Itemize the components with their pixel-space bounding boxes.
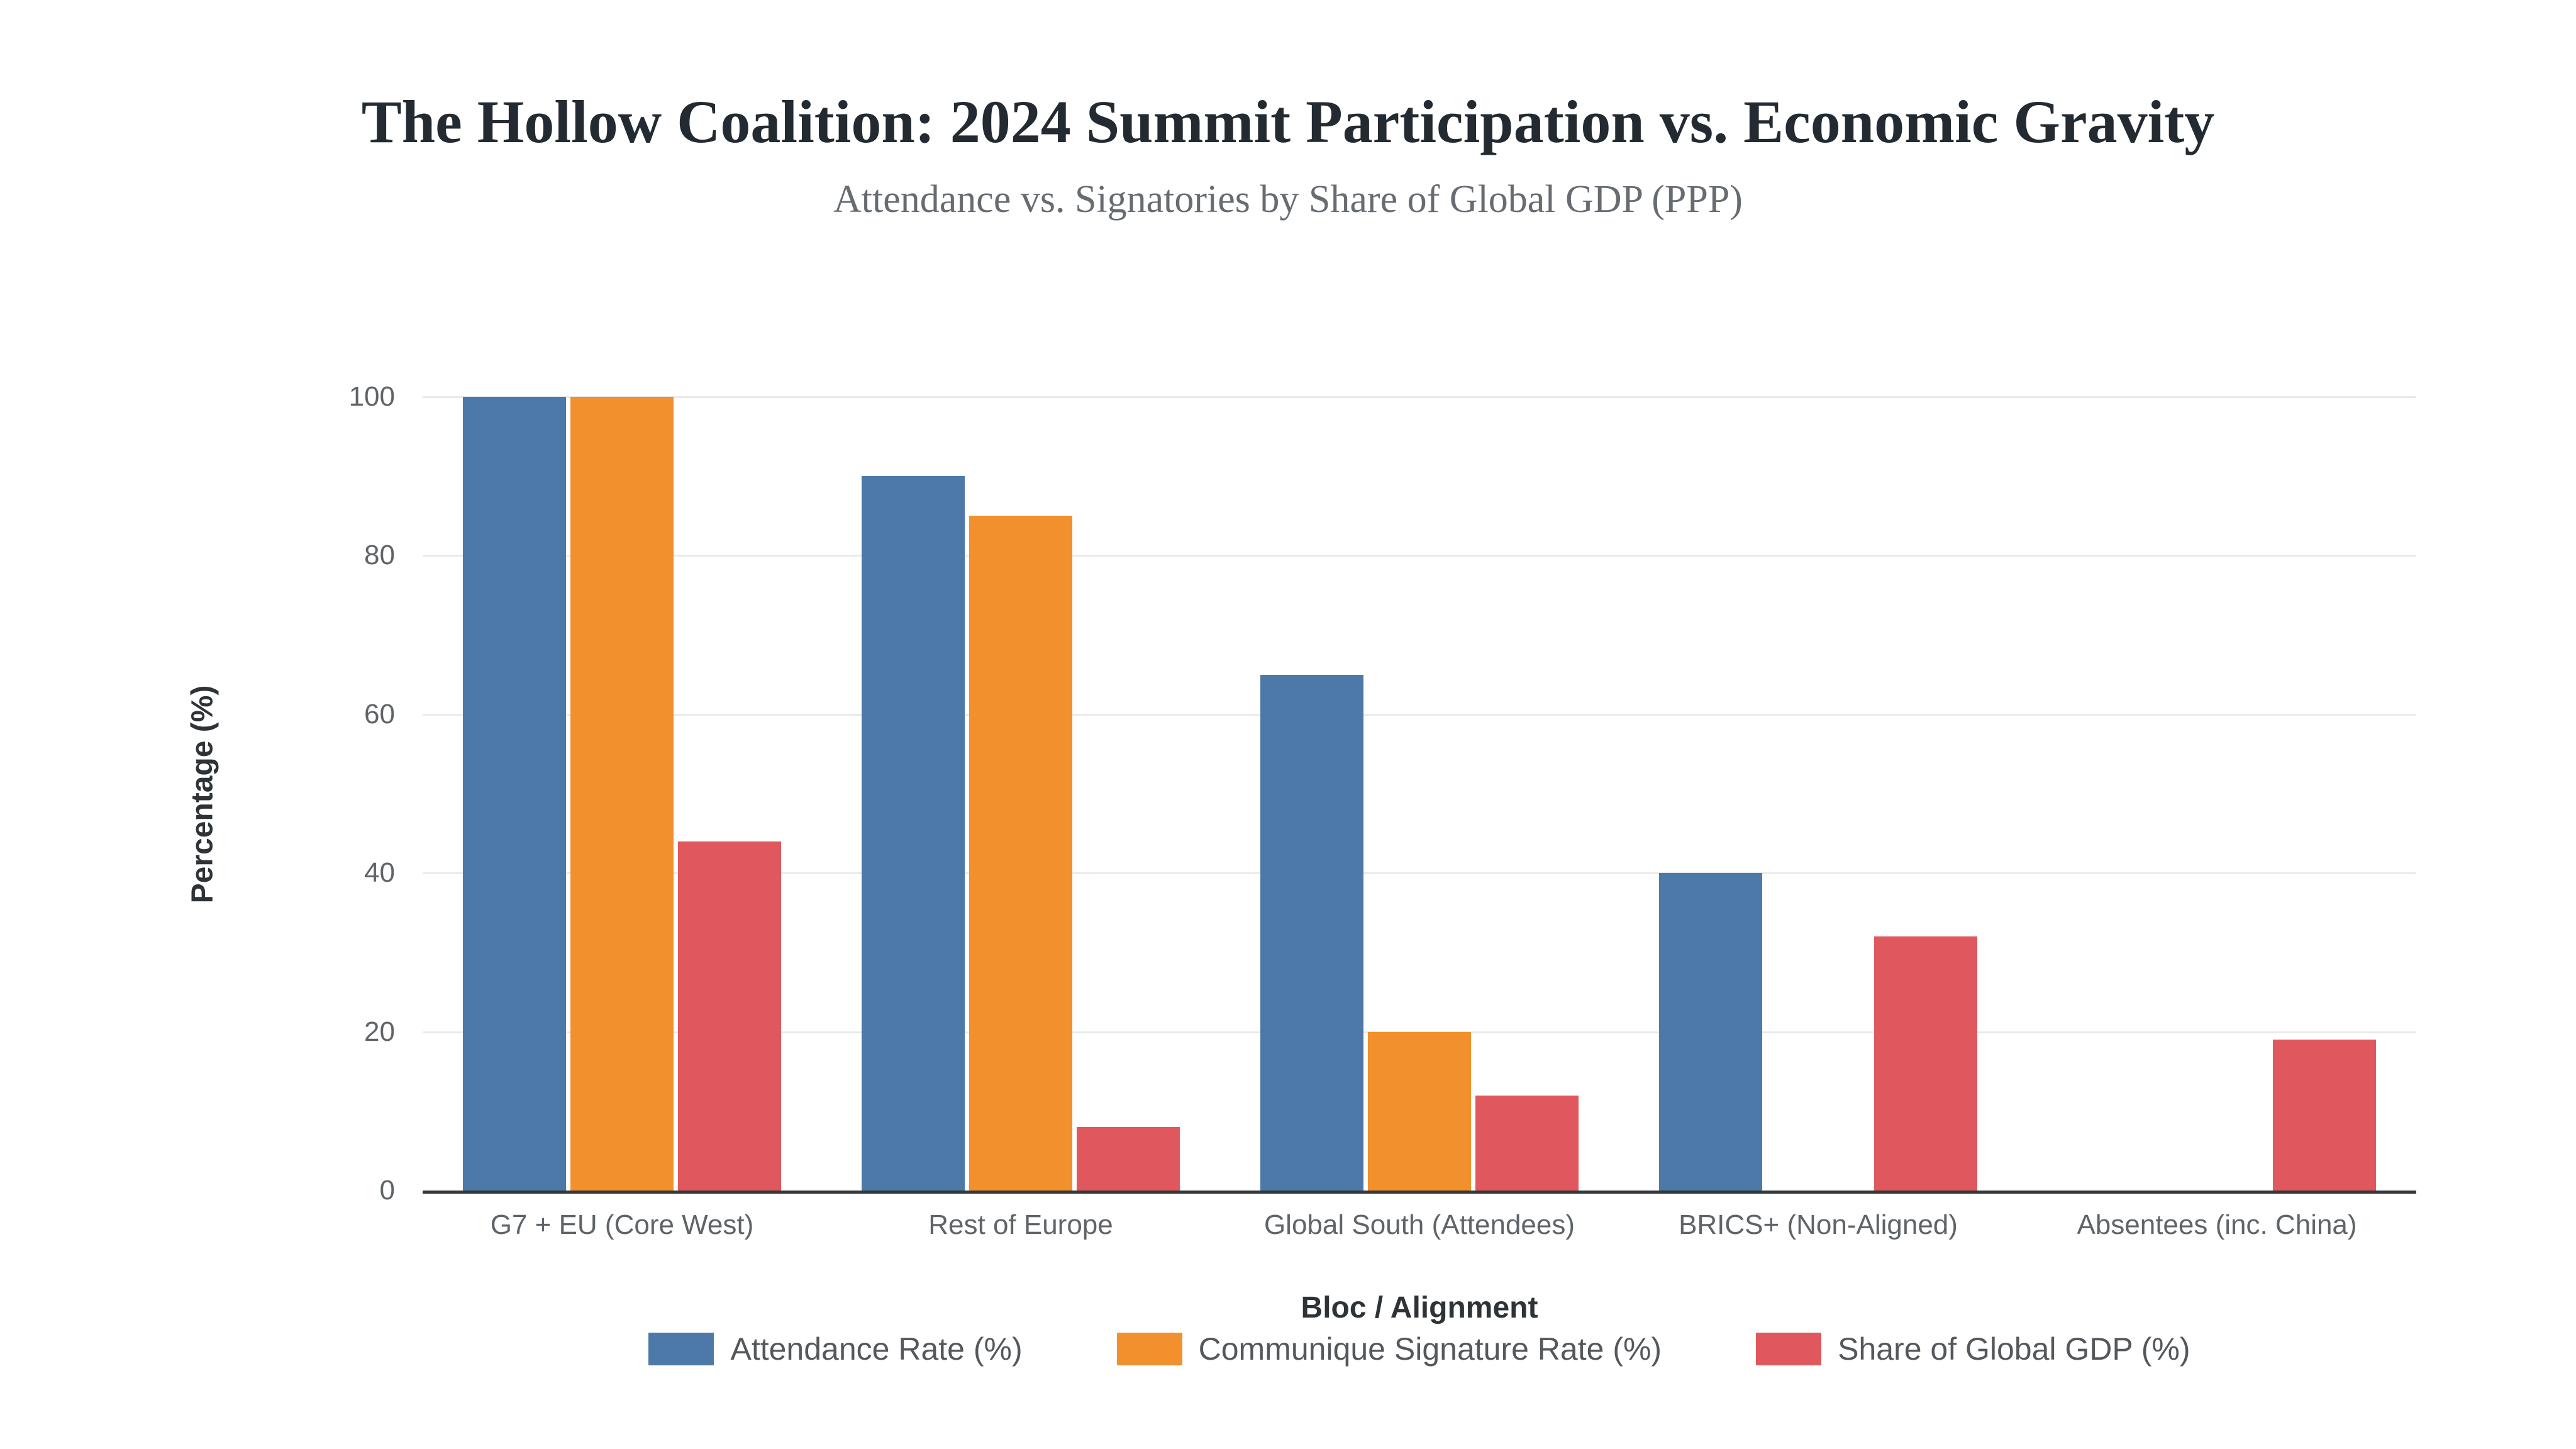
gridline-80 — [423, 555, 2416, 557]
bar — [678, 841, 781, 1191]
bar — [570, 397, 674, 1191]
x-axis-title: Bloc / Alignment — [1301, 1291, 1538, 1324]
x-tick-label: Global South (Attendees) — [1263, 1209, 1575, 1240]
gridline-100 — [423, 396, 2416, 398]
x-tick-label: BRICS+ (Non-Aligned) — [1679, 1209, 1958, 1240]
legend-swatch — [1116, 1333, 1182, 1365]
legend-item: Share of Global GDP (%) — [1756, 1331, 2190, 1367]
bar — [1475, 1095, 1579, 1191]
legend: Attendance Rate (%) Communique Signature … — [423, 1331, 2416, 1367]
legend-swatch — [648, 1333, 714, 1365]
y-tick-60: 60 — [364, 698, 395, 730]
legend-label: Share of Global GDP (%) — [1838, 1331, 2190, 1367]
y-axis-title: Percentage (%) — [186, 685, 219, 904]
gridline-60 — [423, 713, 2416, 716]
bar-group-3 — [1220, 397, 1619, 1191]
y-tick-100: 100 — [348, 381, 395, 412]
bar-groups — [423, 397, 2416, 1191]
bar-group-5 — [2018, 397, 2416, 1191]
bar — [1260, 674, 1363, 1191]
bar — [1077, 1127, 1180, 1191]
y-tick-0: 0 — [379, 1175, 395, 1206]
chart-title: The Hollow Coalition: 2024 Summit Partic… — [361, 88, 2215, 155]
bar — [1368, 1031, 1471, 1191]
bar-group-2 — [821, 397, 1220, 1191]
bar — [463, 397, 566, 1191]
bar-group-4 — [1619, 397, 2018, 1191]
bar — [862, 476, 965, 1191]
x-tick-labels: G7 + EU (Core West) Rest of Europe Global … — [423, 1209, 2416, 1241]
bar — [1659, 873, 1762, 1191]
bar — [1874, 936, 1977, 1191]
gridline-40 — [423, 872, 2416, 875]
bar — [969, 516, 1072, 1191]
legend-label: Attendance Rate (%) — [730, 1331, 1023, 1367]
legend-item: Attendance Rate (%) — [648, 1331, 1023, 1367]
x-tick-label: Absentees (inc. China) — [2077, 1209, 2357, 1240]
y-tick-80: 80 — [364, 540, 395, 571]
y-tick-40: 40 — [364, 857, 395, 889]
bar — [2273, 1040, 2376, 1191]
x-tick-label: G7 + EU (Core West) — [490, 1209, 754, 1240]
chart-subtitle: Attendance vs. Signatories by Share of G… — [833, 178, 1743, 221]
legend-swatch — [1756, 1333, 1822, 1365]
plot-area: 0 20 40 60 80 100 G7 + EU (Core West) Rest of … — [349, 381, 2416, 1240]
bar-group-1 — [423, 397, 821, 1191]
x-tick-label: Rest of Europe — [928, 1209, 1113, 1240]
legend-label: Communique Signature Rate (%) — [1198, 1331, 1662, 1367]
y-tick-20: 20 — [364, 1016, 395, 1047]
legend-item: Communique Signature Rate (%) — [1116, 1331, 1662, 1367]
